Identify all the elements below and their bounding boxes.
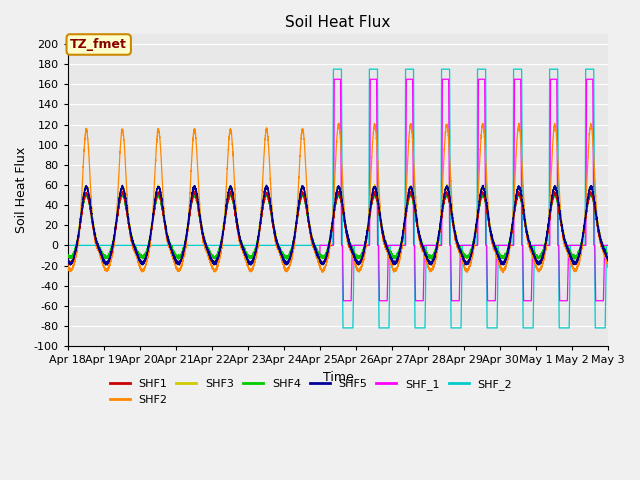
Y-axis label: Soil Heat Flux: Soil Heat Flux bbox=[15, 147, 28, 233]
Title: Soil Heat Flux: Soil Heat Flux bbox=[285, 15, 390, 30]
Text: TZ_fmet: TZ_fmet bbox=[70, 38, 127, 51]
X-axis label: Time: Time bbox=[323, 371, 353, 384]
Legend: SHF1, SHF2, SHF3, SHF4, SHF5, SHF_1, SHF_2: SHF1, SHF2, SHF3, SHF4, SHF5, SHF_1, SHF… bbox=[105, 375, 516, 409]
